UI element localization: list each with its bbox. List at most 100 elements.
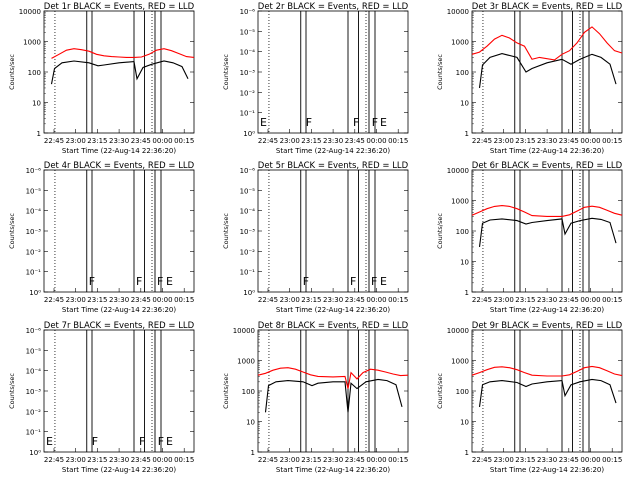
y-axis-label: Counts/sec bbox=[8, 54, 16, 90]
x-tick-label: 23:00 bbox=[280, 456, 300, 464]
x-tick-label: 23:30 bbox=[323, 137, 343, 145]
y-axis-label: Counts/sec bbox=[8, 373, 16, 409]
x-tick-label: 23:15 bbox=[87, 296, 107, 304]
x-tick-label: 23:00 bbox=[280, 137, 300, 145]
events-series bbox=[50, 60, 189, 85]
lld-series bbox=[471, 365, 623, 377]
x-tick-label: 22:45 bbox=[258, 296, 278, 304]
detector-panel-4: Det 4r BLACK = Events, RED = LLD Counts/s… bbox=[8, 161, 195, 314]
y-tick-label: 10⁻⁴ bbox=[26, 368, 42, 376]
flag-label: F bbox=[136, 275, 142, 288]
y-tick-label: 10 bbox=[460, 419, 469, 427]
y-tick-label: 10⁻² bbox=[240, 248, 256, 256]
y-tick-label: 10⁻⁶ bbox=[240, 167, 256, 175]
plot-frame bbox=[471, 169, 623, 293]
x-tick-label: 00:15 bbox=[388, 456, 408, 464]
x-tick-label: 00:00 bbox=[366, 456, 386, 464]
panel-title: Det 9r BLACK = Events, RED = LLD bbox=[472, 321, 623, 331]
x-tick-label: 00:00 bbox=[580, 456, 600, 464]
x-tick-label: 23:30 bbox=[323, 296, 343, 304]
y-tick-label: 1 bbox=[465, 449, 469, 457]
x-tick-label: 00:15 bbox=[388, 296, 408, 304]
x-axis-label: Start Time (22-Aug-14 22:36:20) bbox=[490, 466, 604, 474]
x-tick-label: 23:45 bbox=[559, 296, 579, 304]
flag-label: F bbox=[371, 275, 377, 288]
x-tick-label: 23:15 bbox=[301, 456, 321, 464]
x-tick-label: 23:00 bbox=[494, 456, 514, 464]
y-tick-label: 10 bbox=[460, 259, 469, 267]
y-axis-label: Counts/sec bbox=[436, 54, 444, 90]
y-tick-label: 10⁻⁶ bbox=[26, 327, 42, 335]
x-tick-label: 23:15 bbox=[87, 137, 107, 145]
y-tick-label: 1000 bbox=[237, 358, 255, 366]
x-tick-label: 23:15 bbox=[301, 296, 321, 304]
x-tick-label: 23:15 bbox=[515, 137, 535, 145]
x-tick-label: 23:45 bbox=[131, 137, 151, 145]
y-tick-label: 10 bbox=[32, 100, 41, 108]
plot-frame bbox=[43, 329, 195, 453]
x-tick-label: 23:00 bbox=[280, 296, 300, 304]
panel-title: Det 8r BLACK = Events, RED = LLD bbox=[258, 321, 409, 331]
x-axis-label: Start Time (22-Aug-14 22:36:20) bbox=[276, 466, 390, 474]
plot-frame bbox=[257, 329, 409, 453]
y-tick-label: 100 bbox=[28, 69, 41, 77]
flag-label: F bbox=[158, 435, 164, 448]
y-axis-label: Counts/sec bbox=[222, 54, 230, 90]
detector-panel-9: Det 9r BLACK = Events, RED = LLD Counts/s… bbox=[436, 321, 623, 474]
flag-label: E bbox=[166, 275, 173, 288]
plot-frame bbox=[471, 10, 623, 134]
x-axis-label: Start Time (22-Aug-14 22:36:20) bbox=[276, 306, 390, 314]
x-tick-label: 23:30 bbox=[537, 296, 557, 304]
x-axis-label: Start Time (22-Aug-14 22:36:20) bbox=[490, 306, 604, 314]
y-tick-label: 10 bbox=[246, 419, 255, 427]
y-tick-label: 100 bbox=[456, 228, 469, 236]
y-tick-label: 1000 bbox=[451, 358, 469, 366]
plot-frame bbox=[43, 169, 195, 293]
events-series bbox=[478, 217, 617, 247]
y-tick-label: 10⁻⁴ bbox=[26, 208, 42, 216]
flag-label: E bbox=[46, 435, 53, 448]
y-axis-label: Counts/sec bbox=[222, 373, 230, 409]
flag-label: F bbox=[92, 435, 98, 448]
y-tick-label: 10⁻¹ bbox=[240, 110, 256, 118]
x-tick-label: 00:00 bbox=[580, 296, 600, 304]
x-tick-label: 23:15 bbox=[301, 137, 321, 145]
y-tick-label: 10⁰ bbox=[243, 130, 255, 138]
x-tick-label: 23:00 bbox=[66, 456, 86, 464]
x-tick-label: 23:30 bbox=[109, 137, 129, 145]
lld-series bbox=[257, 367, 409, 389]
x-tick-label: 00:00 bbox=[152, 137, 172, 145]
y-tick-label: 1000 bbox=[451, 198, 469, 206]
x-tick-label: 23:00 bbox=[66, 296, 86, 304]
x-tick-label: 23:45 bbox=[131, 296, 151, 304]
x-tick-label: 23:00 bbox=[66, 137, 86, 145]
detector-panel-8: Det 8r BLACK = Events, RED = LLD Counts/s… bbox=[222, 321, 409, 474]
x-tick-label: 23:45 bbox=[345, 296, 365, 304]
panel-title: Det 4r BLACK = Events, RED = LLD bbox=[44, 161, 195, 171]
x-tick-label: 00:00 bbox=[366, 137, 386, 145]
x-tick-label: 23:00 bbox=[494, 296, 514, 304]
y-tick-label: 10⁻⁶ bbox=[26, 167, 42, 175]
y-tick-label: 10000 bbox=[447, 327, 469, 335]
flag-label: E bbox=[166, 435, 173, 448]
y-tick-label: 10⁰ bbox=[29, 289, 41, 297]
detector-panel-6: Det 6r BLACK = Events, RED = LLD Counts/s… bbox=[436, 161, 623, 314]
x-tick-label: 23:30 bbox=[537, 456, 557, 464]
x-tick-label: 23:30 bbox=[537, 137, 557, 145]
y-tick-label: 1000 bbox=[451, 39, 469, 47]
x-tick-label: 00:15 bbox=[602, 137, 622, 145]
y-tick-label: 10⁰ bbox=[243, 289, 255, 297]
x-tick-label: 23:45 bbox=[345, 137, 365, 145]
y-tick-label: 10 bbox=[460, 100, 469, 108]
x-tick-label: 23:15 bbox=[515, 296, 535, 304]
y-tick-label: 10⁻³ bbox=[240, 69, 256, 77]
detector-panel-2: Det 2r BLACK = Events, RED = LLD Counts/s… bbox=[222, 2, 409, 155]
x-tick-label: 23:45 bbox=[559, 456, 579, 464]
x-tick-label: 00:15 bbox=[174, 456, 194, 464]
panel-title: Det 1r BLACK = Events, RED = LLD bbox=[44, 2, 195, 12]
y-axis-label: Counts/sec bbox=[8, 213, 16, 249]
detector-panel-3: Det 3r BLACK = Events, RED = LLD Counts/s… bbox=[436, 2, 623, 155]
x-tick-label: 23:00 bbox=[494, 137, 514, 145]
x-tick-label: 00:00 bbox=[366, 296, 386, 304]
